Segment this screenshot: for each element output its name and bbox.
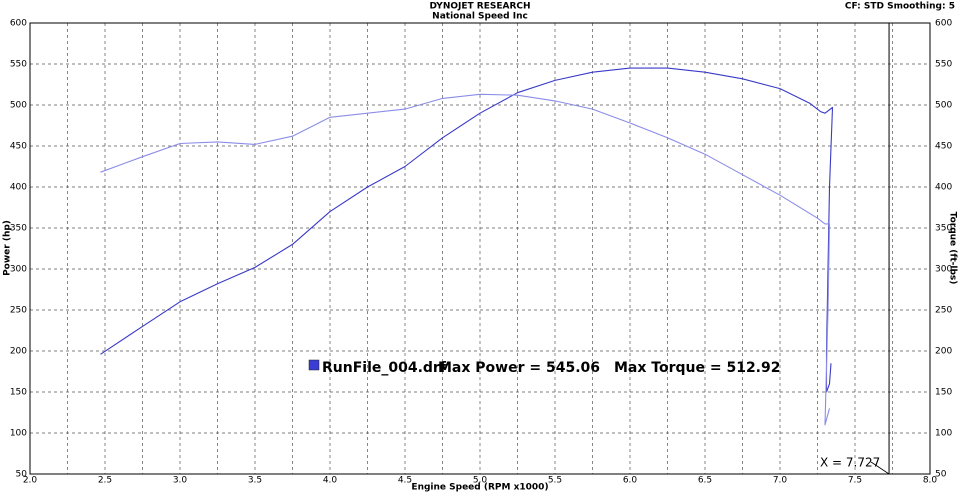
y2-tick-label: 50 xyxy=(935,470,947,480)
y2-tick-label: 600 xyxy=(935,19,952,29)
x-tick-label: 5.0 xyxy=(473,476,488,486)
x-tick-label: 7.5 xyxy=(848,476,862,486)
y-tick-label: 550 xyxy=(10,60,27,70)
data-line xyxy=(100,93,831,426)
x-tick-label: 3.0 xyxy=(173,476,188,486)
plot-frame xyxy=(29,22,931,475)
y-tick-label: 100 xyxy=(10,429,27,439)
chart-title: DYNOJET RESEARCH xyxy=(429,2,530,12)
y-tick-label: 50 xyxy=(16,470,28,480)
x-tick-label: 4.0 xyxy=(323,476,338,486)
x-tick-label: 6.0 xyxy=(623,476,638,486)
y-tick-label: 150 xyxy=(10,388,27,398)
x-tick-label: 8.0 xyxy=(923,476,938,486)
y2-axis-label: Torque (ft-lbs) xyxy=(948,212,958,285)
cursor-pointer xyxy=(870,461,890,475)
x-tick-label: 4.5 xyxy=(398,476,412,486)
x-tick-label: 3.5 xyxy=(248,476,262,486)
cursor-label: X = 7.727 xyxy=(820,456,880,470)
y-tick-label: 200 xyxy=(10,347,27,357)
data-line xyxy=(100,67,834,393)
y-tick-label: 300 xyxy=(10,265,27,275)
legend-swatch xyxy=(308,359,320,371)
y-tick-label: 350 xyxy=(10,224,27,234)
chart-subtitle: National Speed Inc xyxy=(432,12,528,22)
x-tick-label: 7.0 xyxy=(773,476,788,486)
legend-name: RunFile_004.drf xyxy=(322,360,447,376)
y-tick-label: 500 xyxy=(10,101,27,111)
y-axis-label: Power (hp) xyxy=(3,220,13,276)
y2-tick-label: 250 xyxy=(935,306,952,316)
y2-tick-label: 300 xyxy=(935,265,952,275)
y2-tick-label: 500 xyxy=(935,101,952,111)
y2-tick-label: 350 xyxy=(935,224,952,234)
y2-tick-label: 400 xyxy=(935,183,952,193)
y2-tick-label: 450 xyxy=(935,142,952,152)
y-tick-label: 400 xyxy=(10,183,27,193)
legend-max-power: Max Power = 545.06 xyxy=(438,360,600,376)
y-tick-label: 250 xyxy=(10,306,27,316)
x-tick-label: 6.5 xyxy=(698,476,712,486)
y2-tick-label: 150 xyxy=(935,388,952,398)
y-tick-label: 450 xyxy=(10,142,27,152)
corner-note: CF: STD Smoothing: 5 xyxy=(845,2,955,12)
y-tick-label: 600 xyxy=(10,19,27,29)
legend-max-torque: Max Torque = 512.92 xyxy=(614,360,780,376)
y2-tick-label: 100 xyxy=(935,429,952,439)
x-tick-label: 5.5 xyxy=(548,476,562,486)
x-axis-label: Engine Speed (RPM x1000) xyxy=(411,483,548,493)
y2-tick-label: 200 xyxy=(935,347,952,357)
x-tick-label: 2.5 xyxy=(98,476,112,486)
x-tick-label: 2.0 xyxy=(23,476,38,486)
y2-tick-label: 550 xyxy=(935,60,952,70)
